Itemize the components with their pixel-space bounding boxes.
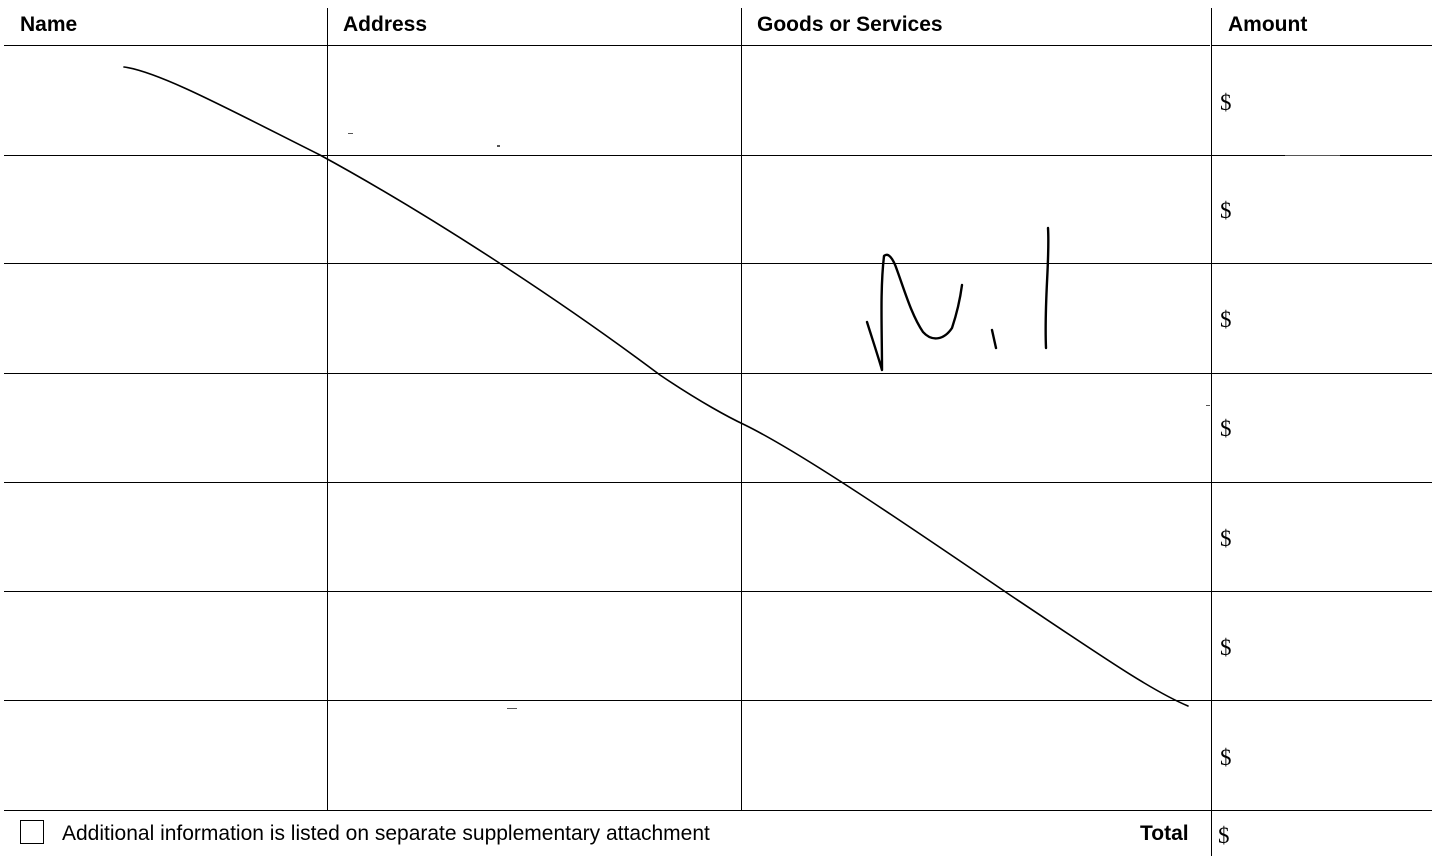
row-rule (4, 700, 1432, 701)
row-rule (4, 155, 1432, 156)
amount-cell: $ (1220, 416, 1232, 441)
amount-cell: $ (1220, 90, 1232, 115)
column-header-address: Address (343, 13, 428, 36)
header-rule (4, 45, 1210, 46)
amount-cell: $ (1220, 526, 1232, 551)
column-divider (741, 8, 742, 810)
header-rule (1212, 45, 1432, 46)
total-amount-cell: $ (1218, 823, 1230, 848)
scan-speck (507, 708, 517, 709)
row-rule (4, 591, 1432, 592)
column-header-goods-services: Goods or Services (757, 13, 943, 36)
handwritten-nil (865, 226, 1050, 372)
strike-through-line (123, 66, 1189, 707)
column-header-name: Name (20, 13, 78, 36)
column-header-amount: Amount (1228, 13, 1308, 36)
scan-speck (348, 133, 353, 134)
row-rule (4, 373, 1432, 374)
column-divider (327, 8, 328, 810)
scan-speck (497, 145, 500, 147)
amount-cell: $ (1220, 307, 1232, 332)
amount-cell: $ (1220, 198, 1232, 223)
scan-speck (1206, 405, 1210, 406)
amount-cell: $ (1220, 745, 1232, 770)
row-rule (4, 263, 1432, 264)
row-rule (4, 810, 1432, 811)
row-rule (4, 482, 1432, 483)
supplementary-attachment-label: Additional information is listed on sepa… (62, 822, 710, 845)
handwritten-nil-text: Nil (1013, 319, 1016, 321)
column-divider (1211, 8, 1212, 856)
scan-speck (1285, 155, 1340, 156)
supplementary-attachment-checkbox[interactable] (20, 820, 44, 844)
total-label: Total (1140, 822, 1189, 845)
amount-cell: $ (1220, 635, 1232, 660)
